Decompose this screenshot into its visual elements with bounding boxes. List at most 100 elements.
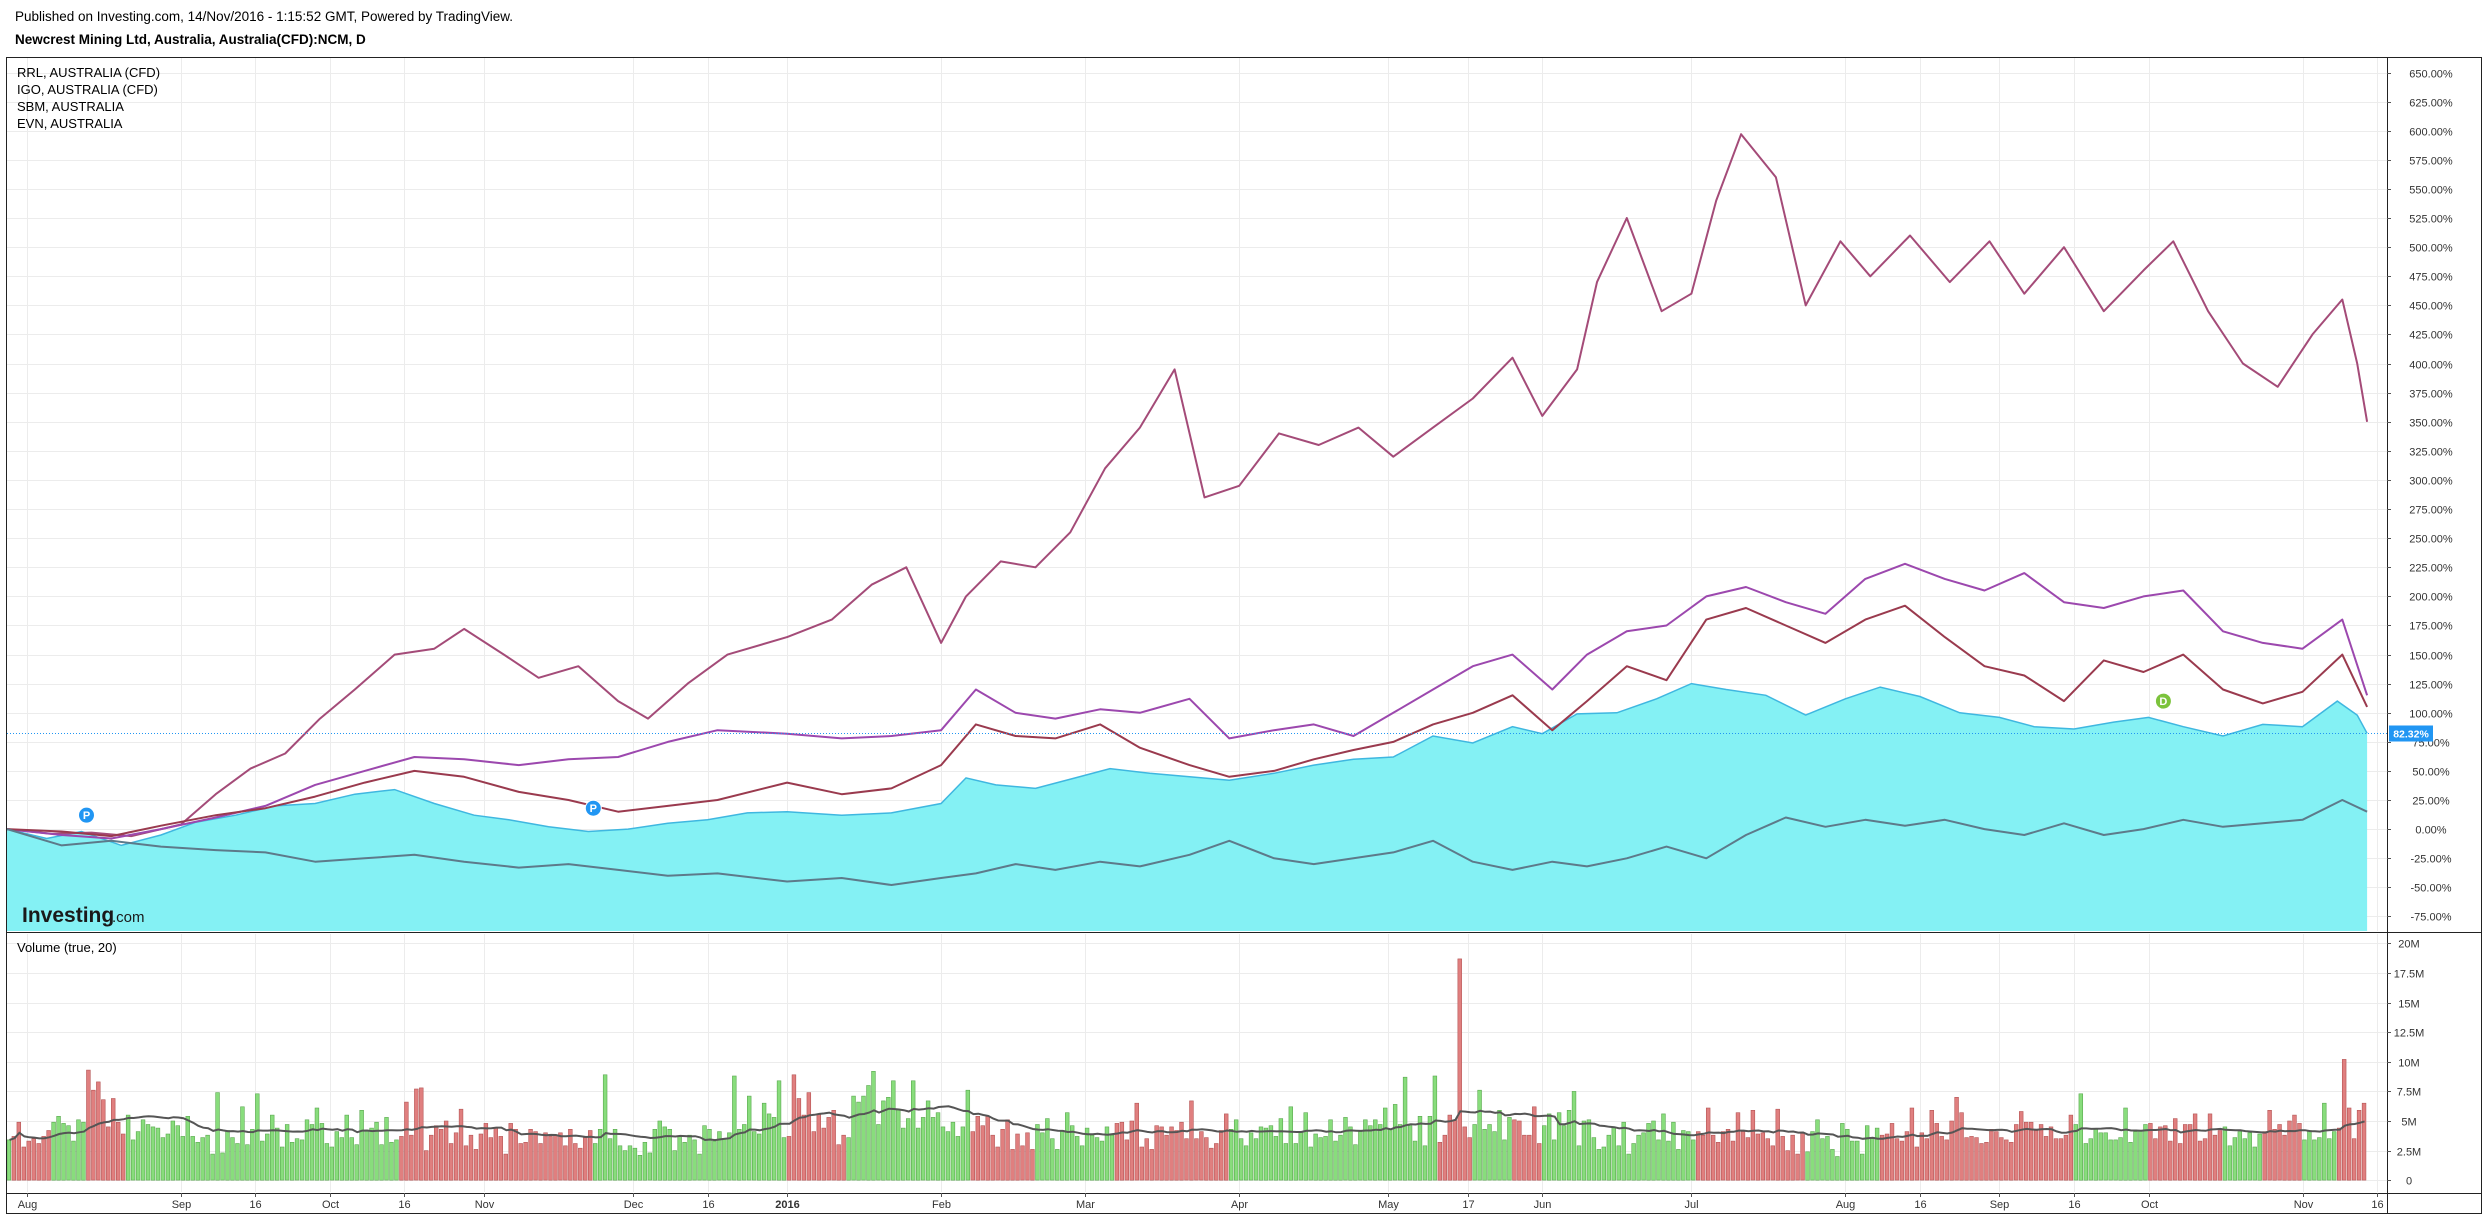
volume-bar bbox=[667, 1129, 672, 1181]
volume-bar bbox=[284, 1124, 290, 1181]
volume-bar bbox=[1373, 1119, 1378, 1181]
event-marker-dot[interactable] bbox=[2154, 692, 2172, 710]
time-tick-label: Oct bbox=[2141, 1199, 2158, 1211]
volume-bar bbox=[597, 1129, 603, 1181]
volume-bar bbox=[329, 1146, 335, 1181]
volume-bar bbox=[637, 1155, 643, 1181]
event-marker-label: P bbox=[590, 803, 597, 815]
volume-bar bbox=[36, 1143, 41, 1181]
volume-bar bbox=[737, 1129, 742, 1181]
volume-bar bbox=[125, 1114, 131, 1181]
volume-bar bbox=[1417, 1116, 1423, 1181]
volume-bar bbox=[2163, 1125, 2168, 1181]
event-marker-dot[interactable] bbox=[584, 799, 602, 817]
volume-bar bbox=[836, 1144, 841, 1181]
volume-bar bbox=[1397, 1124, 1403, 1181]
volume-bar bbox=[881, 1100, 886, 1181]
volume-bar bbox=[1194, 1138, 1199, 1181]
volume-bar bbox=[1924, 1138, 1929, 1181]
event-marker-dot[interactable] bbox=[77, 806, 95, 824]
legend-item-sbm[interactable]: SBM, AUSTRALIA bbox=[17, 99, 124, 114]
volume-bar bbox=[2083, 1143, 2088, 1181]
volume-bar bbox=[1179, 1121, 1184, 1181]
price-tick-label: 100.00% bbox=[2409, 709, 2453, 721]
volume-bar bbox=[1815, 1119, 1820, 1181]
volume-bar bbox=[399, 1136, 404, 1181]
volume-bar bbox=[632, 1147, 638, 1181]
volume-bar bbox=[771, 1117, 777, 1181]
volume-bar bbox=[1338, 1134, 1343, 1181]
volume-axis[interactable]: 20M 17.5M 15M 12.5M 10M 7.5M 5M 2.5M 0 bbox=[2387, 939, 2424, 1188]
volume-bar bbox=[1889, 1123, 1895, 1181]
volume-bar bbox=[116, 1121, 121, 1181]
volume-bar bbox=[1174, 1130, 1179, 1181]
volume-bar bbox=[289, 1142, 295, 1181]
volume-bar bbox=[215, 1092, 220, 1181]
volume-bar bbox=[662, 1126, 667, 1181]
volume-bar bbox=[508, 1123, 513, 1181]
volume-bar bbox=[1532, 1106, 1537, 1181]
volume-bar bbox=[175, 1125, 181, 1181]
volume-bar bbox=[1860, 1153, 1865, 1181]
volume-bar bbox=[647, 1152, 653, 1181]
volume-bar bbox=[1457, 958, 1462, 1181]
event-marker-label: D bbox=[2159, 696, 2167, 708]
volume-bar bbox=[1204, 1137, 1209, 1181]
volume-bar bbox=[896, 1108, 901, 1181]
volume-bar bbox=[1864, 1125, 1870, 1181]
volume-bar bbox=[394, 1139, 399, 1181]
event-markers[interactable]: P P D bbox=[77, 692, 2172, 824]
volume-bar bbox=[270, 1114, 275, 1181]
price-axis[interactable]: 650.00% 625.00% 600.00% 575.00% 550.00% 525.0… bbox=[2387, 69, 2453, 924]
volume-bar bbox=[1343, 1117, 1348, 1181]
volume-bar bbox=[1874, 1127, 1880, 1181]
volume-bar bbox=[2272, 1129, 2277, 1181]
volume-tick-label: 7.5M bbox=[2397, 1087, 2421, 1099]
volume-bar bbox=[2292, 1114, 2297, 1181]
event-marker-p[interactable]: P bbox=[584, 799, 602, 817]
volume-bar bbox=[915, 1127, 921, 1181]
price-tick-label: 650.00% bbox=[2409, 69, 2453, 81]
volume-bar bbox=[742, 1124, 747, 1181]
time-tick-label: 2016 bbox=[775, 1199, 799, 1211]
volume-bar bbox=[220, 1152, 225, 1181]
volume-bar bbox=[1462, 1126, 1467, 1181]
volume-bar bbox=[106, 1126, 111, 1181]
price-tick-label: -75.00% bbox=[2411, 912, 2452, 924]
volume-bar bbox=[2088, 1138, 2093, 1181]
volume-bar bbox=[1974, 1137, 1979, 1181]
main-series-area bbox=[7, 683, 2368, 931]
legend-item-igo[interactable]: IGO, AUSTRALIA (CFD) bbox=[17, 82, 158, 97]
logo-wordmark: Investing bbox=[22, 904, 114, 927]
price-tick-label: -25.00% bbox=[2411, 854, 2452, 866]
volume-bar bbox=[1099, 1140, 1105, 1181]
volume-bar bbox=[443, 1120, 449, 1181]
volume-bar bbox=[891, 1080, 896, 1181]
time-axis[interactable]: Aug Sep 16 Oct 16 Nov Dec 16 2016 Feb Mar Apr May 17 J… bbox=[18, 1193, 2384, 1211]
volume-bar bbox=[1517, 1120, 1522, 1181]
volume-bar bbox=[1487, 1124, 1492, 1181]
volume-bar bbox=[145, 1124, 151, 1181]
volume-bar bbox=[354, 1144, 359, 1181]
volume-bar bbox=[1750, 1110, 1756, 1181]
legend-item-evn[interactable]: EVN, AUSTRALIA bbox=[17, 116, 123, 131]
volume-bar bbox=[1293, 1143, 1298, 1181]
volume-bar bbox=[205, 1134, 210, 1181]
event-marker-d[interactable]: D bbox=[2154, 692, 2172, 710]
volume-bar bbox=[180, 1136, 185, 1181]
volume-bar bbox=[1730, 1140, 1736, 1181]
volume-bar bbox=[1537, 1143, 1542, 1181]
event-marker-p[interactable]: P bbox=[77, 806, 95, 824]
time-tick-label: Mar bbox=[1076, 1199, 1095, 1211]
volume-bar bbox=[538, 1143, 543, 1181]
volume-bar bbox=[1894, 1138, 1900, 1181]
volume-bar bbox=[245, 1144, 250, 1181]
volume-bar bbox=[781, 1137, 787, 1181]
volume-bar bbox=[349, 1137, 354, 1181]
legend-item-rrl[interactable]: RRL, AUSTRALIA (CFD) bbox=[17, 65, 160, 80]
volume-bar bbox=[602, 1074, 608, 1181]
volume-bar bbox=[1651, 1120, 1656, 1181]
price-plot bbox=[7, 133, 2369, 931]
volume-bar bbox=[533, 1131, 538, 1181]
